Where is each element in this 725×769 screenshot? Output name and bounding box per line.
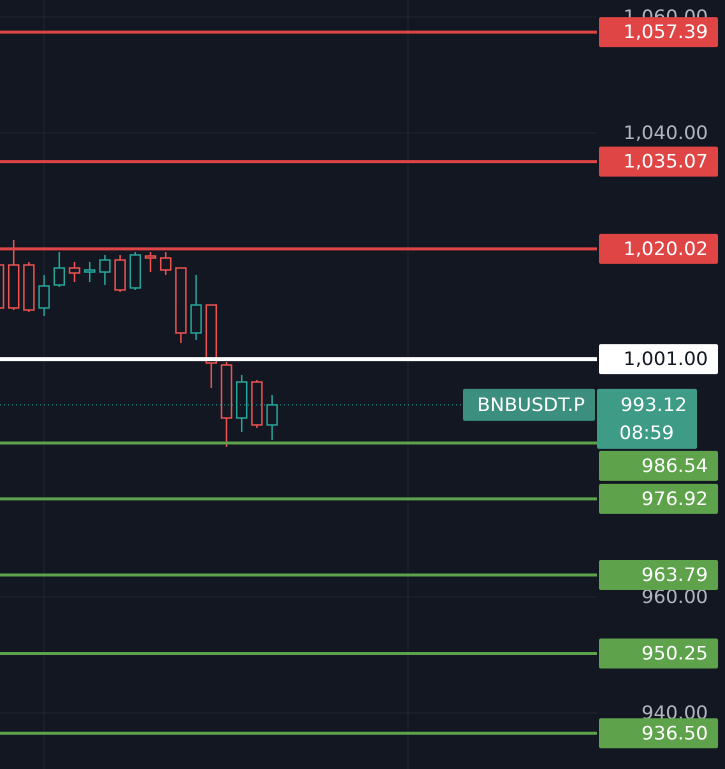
symbol-label: BNBUSDT.P [477, 394, 585, 416]
y-tick-label: 960.00 [642, 586, 708, 608]
level-label: 986.54 [642, 455, 708, 477]
last-price-badge [597, 388, 697, 449]
level-label: 1,020.02 [623, 238, 708, 260]
level-label: 976.92 [642, 488, 708, 510]
candle-body [144, 255, 157, 259]
candle-body [38, 285, 50, 309]
level-badge [599, 17, 718, 48]
level-label: 950.25 [642, 643, 708, 665]
level-label: 963.79 [642, 564, 708, 586]
y-tick-label: 1,040.00 [623, 122, 708, 144]
level-label: 936.50 [642, 722, 708, 744]
candle-body [68, 267, 81, 274]
candle-body [114, 259, 126, 291]
candle-body [235, 381, 248, 419]
candle-body [129, 254, 142, 289]
candle-body [190, 304, 202, 334]
candle-body [205, 304, 218, 364]
candle-body [53, 267, 66, 286]
level-label: 1,001.00 [623, 348, 708, 370]
countdown-label: 08:59 [619, 422, 674, 444]
candle-body [175, 267, 187, 334]
candle-body [251, 381, 263, 426]
candle-body [0, 264, 5, 309]
level-badge [599, 146, 718, 177]
level-badge [599, 718, 718, 749]
candle-body [7, 264, 20, 309]
candle-body [83, 269, 96, 273]
level-badge [599, 638, 718, 669]
level-badge [599, 233, 718, 264]
candle-body [266, 404, 278, 426]
level-badge [599, 483, 718, 514]
level-label: 1,035.07 [623, 151, 708, 173]
level-badge [599, 450, 718, 481]
level-label: 1,057.39 [623, 21, 708, 43]
level-badge [599, 559, 718, 590]
symbol-badge [463, 388, 595, 421]
level-badge [599, 344, 718, 375]
candle-body [159, 257, 172, 271]
candle-body [99, 259, 111, 273]
candle-body [220, 364, 233, 419]
candle-body [23, 264, 35, 311]
last-price-label: 993.12 [621, 394, 687, 416]
